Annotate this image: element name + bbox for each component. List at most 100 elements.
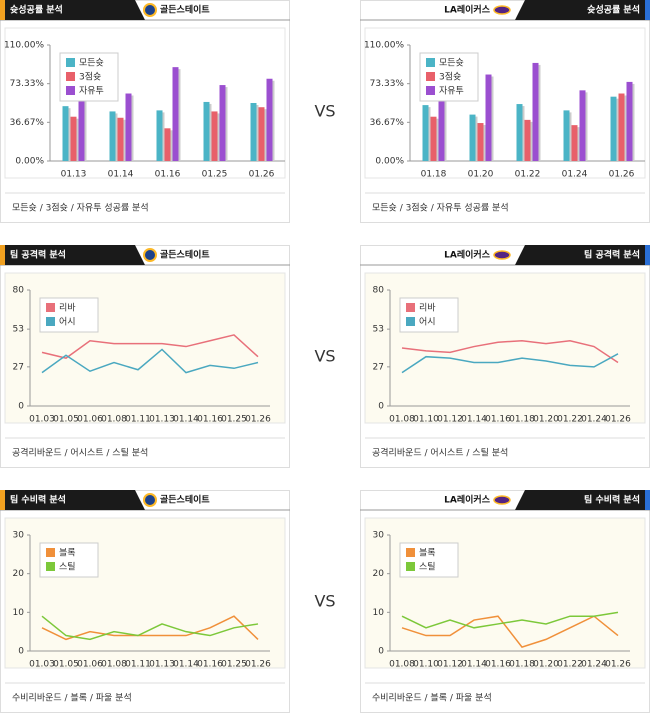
x-tick-label: 01.10	[413, 415, 439, 425]
bar	[109, 111, 116, 161]
x-tick-label: 01.16	[485, 660, 511, 670]
x-tick-label: 01.11	[125, 415, 151, 425]
bar	[524, 119, 531, 161]
bar	[164, 128, 171, 161]
x-tick-label: 01.10	[413, 660, 439, 670]
header-tab	[515, 0, 650, 20]
team-logo	[143, 493, 157, 507]
legend-swatch	[66, 72, 75, 81]
bar	[219, 85, 226, 161]
bar	[579, 90, 586, 161]
x-tick-label: 01.14	[108, 170, 134, 180]
legend-label: 3점슛	[79, 71, 101, 83]
legend-swatch	[46, 548, 55, 557]
y-tick-label: 80	[373, 286, 385, 296]
legend-label: 리바	[419, 303, 436, 314]
team-logo	[143, 248, 157, 262]
bar	[78, 81, 85, 161]
bar	[532, 62, 539, 161]
x-tick-label: 01.22	[557, 660, 583, 670]
bar	[516, 104, 523, 161]
x-tick-label: 01.24	[581, 660, 607, 670]
line	[401, 615, 619, 649]
x-tick-label: 01.20	[468, 170, 494, 180]
legend-swatch	[66, 58, 75, 67]
team-name: LA레이커스	[444, 494, 491, 506]
legend-swatch	[46, 562, 55, 571]
y-tick-label: 73.33%	[10, 79, 45, 89]
line	[41, 334, 259, 359]
header-accent	[645, 0, 650, 20]
header-accent	[0, 490, 5, 510]
legend-label: 모든슛	[79, 58, 104, 69]
x-tick-label: 01.08	[389, 660, 415, 670]
legend-swatch	[406, 303, 415, 312]
x-tick-label: 01.20	[533, 660, 559, 670]
header-accent	[0, 245, 5, 265]
bar	[258, 107, 265, 161]
legend-swatch	[46, 317, 55, 326]
x-tick-label: 01.14	[461, 415, 487, 425]
y-tick-label: 0.00%	[375, 157, 404, 167]
header-tab	[0, 490, 145, 510]
header-tab	[0, 0, 145, 20]
x-tick-label: 01.22	[515, 170, 541, 180]
panel-header: 팀 공격력 분석	[10, 249, 66, 261]
team-name: LA레이커스	[444, 4, 491, 16]
line	[401, 339, 619, 364]
team-logo	[493, 250, 511, 260]
header-accent	[645, 490, 650, 510]
x-tick-label: 01.18	[421, 170, 447, 180]
bar	[610, 96, 617, 161]
legend-swatch	[66, 86, 75, 95]
plot-area	[4, 517, 286, 669]
legend-label: 자유투	[439, 86, 464, 97]
x-tick-label: 01.13	[149, 415, 175, 425]
x-tick-label: 01.03	[29, 660, 55, 670]
x-tick-label: 01.08	[101, 660, 127, 670]
legend-label: 자유투	[79, 86, 104, 97]
bar	[62, 106, 69, 161]
line	[41, 615, 259, 641]
bar	[250, 103, 257, 161]
bar	[70, 116, 77, 161]
x-tick-label: 01.25	[221, 415, 247, 425]
panel-header: 팀 공격력 분석	[584, 249, 640, 261]
bar	[477, 123, 484, 161]
x-tick-label: 01.16	[197, 415, 223, 425]
panel-footer: 모든슛 / 3점슛 / 자유투 성공률 분석	[372, 202, 509, 214]
x-tick-label: 01.11	[125, 660, 151, 670]
legend-swatch	[426, 72, 435, 81]
x-tick-label: 01.13	[149, 660, 175, 670]
legend-label: 어시	[59, 317, 76, 328]
y-tick-label: 80	[13, 286, 25, 296]
plot-area	[364, 27, 646, 179]
team-name: 골든스테이트	[160, 494, 210, 506]
bar	[211, 111, 218, 161]
bar	[172, 67, 179, 161]
header-accent	[0, 0, 5, 20]
x-tick-label: 01.12	[437, 415, 463, 425]
bar	[626, 81, 633, 161]
legend-label: 스틸	[59, 562, 76, 573]
team-name: 골든스테이트	[160, 249, 210, 261]
y-tick-label: 0	[378, 402, 384, 412]
x-tick-label: 01.05	[53, 660, 79, 670]
y-tick-label: 36.67%	[10, 118, 45, 128]
x-tick-label: 01.08	[101, 415, 127, 425]
line	[401, 353, 619, 374]
y-tick-label: 53	[373, 325, 384, 335]
legend-swatch	[406, 548, 415, 557]
legend-swatch	[426, 86, 435, 95]
y-tick-label: 73.33%	[370, 79, 405, 89]
legend-label: 리바	[59, 303, 76, 314]
bar	[156, 110, 163, 161]
y-tick-label: 0	[378, 647, 384, 657]
x-tick-label: 01.03	[29, 415, 55, 425]
x-tick-label: 01.26	[245, 660, 271, 670]
y-tick-label: 110.00%	[4, 41, 44, 51]
x-tick-label: 01.26	[249, 170, 275, 180]
y-tick-label: 10	[373, 608, 385, 618]
header-accent	[645, 245, 650, 265]
line	[41, 348, 259, 374]
